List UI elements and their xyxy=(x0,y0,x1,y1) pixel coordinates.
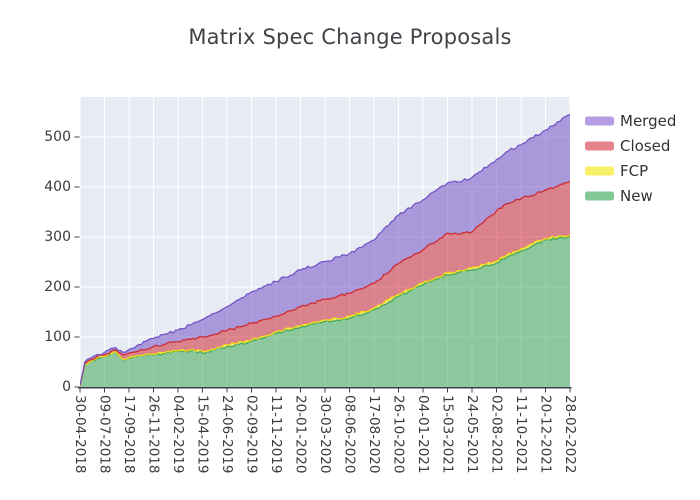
x-tick-label: 20-01-2020 xyxy=(293,395,309,473)
x-tick-label: 26-11-2018 xyxy=(146,395,162,473)
x-tick-label: 24-06-2019 xyxy=(219,395,235,473)
x-tick-label: 11-11-2019 xyxy=(268,395,284,473)
axis-ticks xyxy=(74,136,571,393)
x-tick-label: 17-09-2018 xyxy=(121,395,137,473)
legend-item-fcp[interactable]: FCP xyxy=(585,162,648,180)
legend-swatch-fcp xyxy=(585,166,614,176)
x-tick-label: 24-05-2021 xyxy=(464,395,480,473)
x-tick-label: 30-04-2018 xyxy=(72,395,88,473)
x-tick-label: 30-03-2020 xyxy=(317,395,333,473)
y-axis-labels: 0 100 200 300 400 500 xyxy=(44,129,71,395)
x-tick-label: 11-10-2021 xyxy=(513,395,529,473)
x-tick-label: 26-10-2020 xyxy=(391,395,407,473)
line-new xyxy=(80,235,570,387)
area-closed xyxy=(80,181,570,386)
x-tick-label: 15-04-2019 xyxy=(195,395,211,473)
area-new xyxy=(80,236,570,387)
y-tick-label: 300 xyxy=(44,229,71,245)
x-axis-labels: 30-04-2018 09-07-2018 17-09-2018 26-11-2018… xyxy=(72,395,578,473)
legend-item-new[interactable]: New xyxy=(585,187,653,205)
x-tick-label: 08-06-2020 xyxy=(342,395,358,473)
legend-item-merged[interactable]: Merged xyxy=(585,112,676,130)
legend-item-closed[interactable]: Closed xyxy=(585,137,670,155)
traces xyxy=(80,113,570,387)
x-tick-label: 17-08-2020 xyxy=(366,395,382,473)
line-closed xyxy=(80,180,570,386)
x-tick-label: 02-09-2019 xyxy=(244,395,260,473)
legend-swatch-new xyxy=(585,191,614,201)
y-tick-label: 400 xyxy=(44,179,71,195)
x-tick-label: 20-12-2021 xyxy=(538,395,554,473)
x-tick-label: 09-07-2018 xyxy=(97,395,113,473)
x-tick-label: 04-01-2021 xyxy=(415,395,431,473)
y-tick-label: 500 xyxy=(44,129,71,145)
x-tick-label: 02-08-2021 xyxy=(489,395,505,473)
legend-swatch-merged xyxy=(585,116,614,126)
x-tick-label: 04-02-2019 xyxy=(170,395,186,473)
legend: Merged Closed FCP New xyxy=(585,112,676,205)
y-tick-label: 0 xyxy=(62,379,71,395)
y-tick-label: 200 xyxy=(44,279,71,295)
legend-swatch-closed xyxy=(585,141,614,151)
x-tick-label: 28-02-2022 xyxy=(562,395,578,473)
line-merged xyxy=(80,113,570,386)
x-tick-label: 15-03-2021 xyxy=(440,395,456,473)
chart-title: Matrix Spec Change Proposals xyxy=(188,25,512,49)
line-fcp xyxy=(80,234,570,387)
legend-label-fcp: FCP xyxy=(620,162,648,180)
y-tick-label: 100 xyxy=(44,329,71,345)
legend-label-new: New xyxy=(620,187,653,205)
legend-label-closed: Closed xyxy=(620,137,670,155)
area-fcp xyxy=(80,235,570,386)
legend-label-merged: Merged xyxy=(620,112,676,130)
